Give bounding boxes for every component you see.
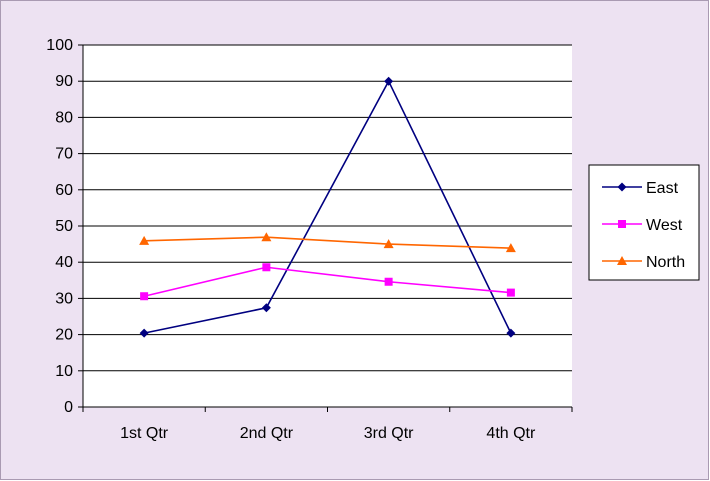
- legend-swatch-marker: [617, 256, 627, 265]
- data-point-north: [139, 235, 150, 245]
- x-tick-label: 1st Qtr: [120, 425, 169, 442]
- series-line-north: [144, 236, 511, 249]
- data-point-east: [384, 76, 394, 86]
- y-tick-label: 50: [55, 218, 73, 235]
- legend-item-east: East: [602, 180, 679, 197]
- data-point-north: [261, 232, 272, 242]
- x-tick-label: 4th Qtr: [486, 425, 536, 442]
- data-point-west: [140, 292, 149, 301]
- legend-label: West: [646, 217, 683, 234]
- series-north: [139, 232, 516, 253]
- data-point-west: [506, 288, 515, 297]
- series-line-west: [143, 266, 511, 298]
- data-point-west: [384, 277, 393, 286]
- legend-swatch-marker: [618, 220, 626, 228]
- y-tick-label: 100: [46, 37, 73, 54]
- x-tick-label: 3rd Qtr: [364, 425, 414, 442]
- y-tick-label: 30: [55, 290, 73, 307]
- series: [139, 76, 516, 338]
- data-point-east: [139, 328, 149, 338]
- legend-label: North: [646, 254, 685, 271]
- y-tick-label: 70: [55, 146, 73, 163]
- gridlines: [83, 44, 572, 372]
- y-tick-label: 40: [55, 254, 73, 271]
- legend-label: East: [646, 180, 679, 197]
- legend-item-north: North: [602, 254, 685, 271]
- data-point-north: [505, 243, 516, 253]
- y-tick-label: 90: [55, 73, 73, 90]
- legend-swatch-marker: [617, 182, 627, 192]
- data-point-north: [383, 239, 394, 249]
- data-point-east: [506, 328, 516, 338]
- y-tick-label: 80: [55, 109, 73, 126]
- series-west: [140, 263, 515, 301]
- data-point-west: [262, 263, 271, 272]
- data-point-east: [261, 303, 271, 313]
- axes: 0 10 20 30 40 50 60 70 80 90 100 1st Qtr 2nd Qtr 3rd …: [46, 37, 573, 442]
- y-tick-label: 20: [55, 327, 73, 344]
- legend: East West North: [588, 164, 700, 281]
- y-tick-label: 10: [55, 363, 73, 380]
- series-line-east: [143, 79, 512, 334]
- series-east: [139, 76, 516, 338]
- y-tick-label: 60: [55, 182, 73, 199]
- y-tick-label: 0: [64, 399, 73, 416]
- x-tick-label: 2nd Qtr: [240, 425, 294, 442]
- legend-item-west: West: [602, 217, 683, 234]
